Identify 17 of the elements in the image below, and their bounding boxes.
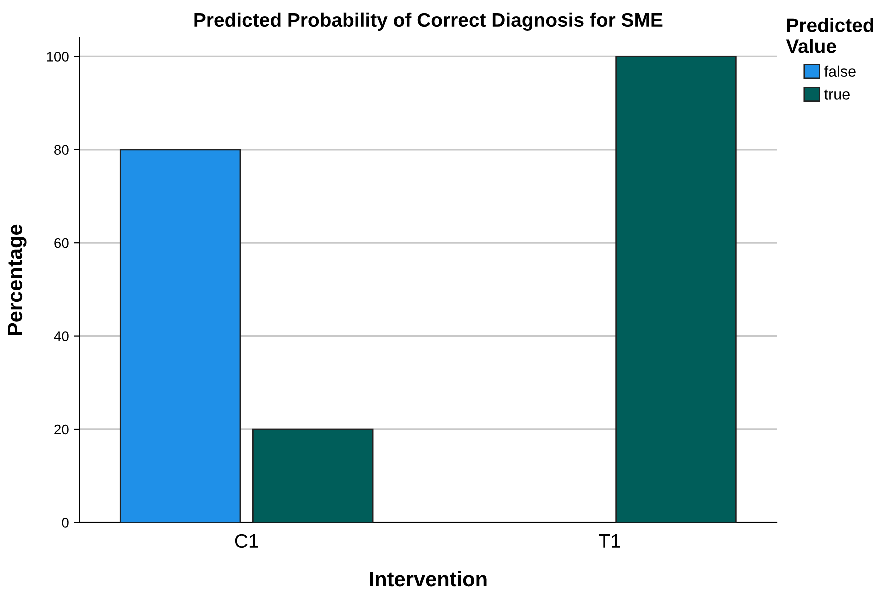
bar [120,149,242,523]
chart-title: Predicted Probability of Correct Diagnosis for SME [194,12,663,32]
bar [616,56,737,523]
y-tick-label: 80 [54,145,69,156]
y-tick-label: 20 [54,424,69,435]
y-tick-label: 100 [47,52,69,62]
legend-label: false [824,66,856,78]
legend-title: Predicted Value [786,18,874,54]
legend-label: true [824,90,850,100]
bar [252,428,374,523]
x-tick-label: T1 [599,534,620,548]
x-axis-title: Intervention [370,571,487,587]
x-tick-label: C1 [235,534,258,548]
y-tick-label: 60 [54,238,69,248]
y-tick-label: 0 [62,518,69,528]
y-axis-title: Percentage [8,224,27,336]
y-tick-label: 40 [54,332,69,342]
